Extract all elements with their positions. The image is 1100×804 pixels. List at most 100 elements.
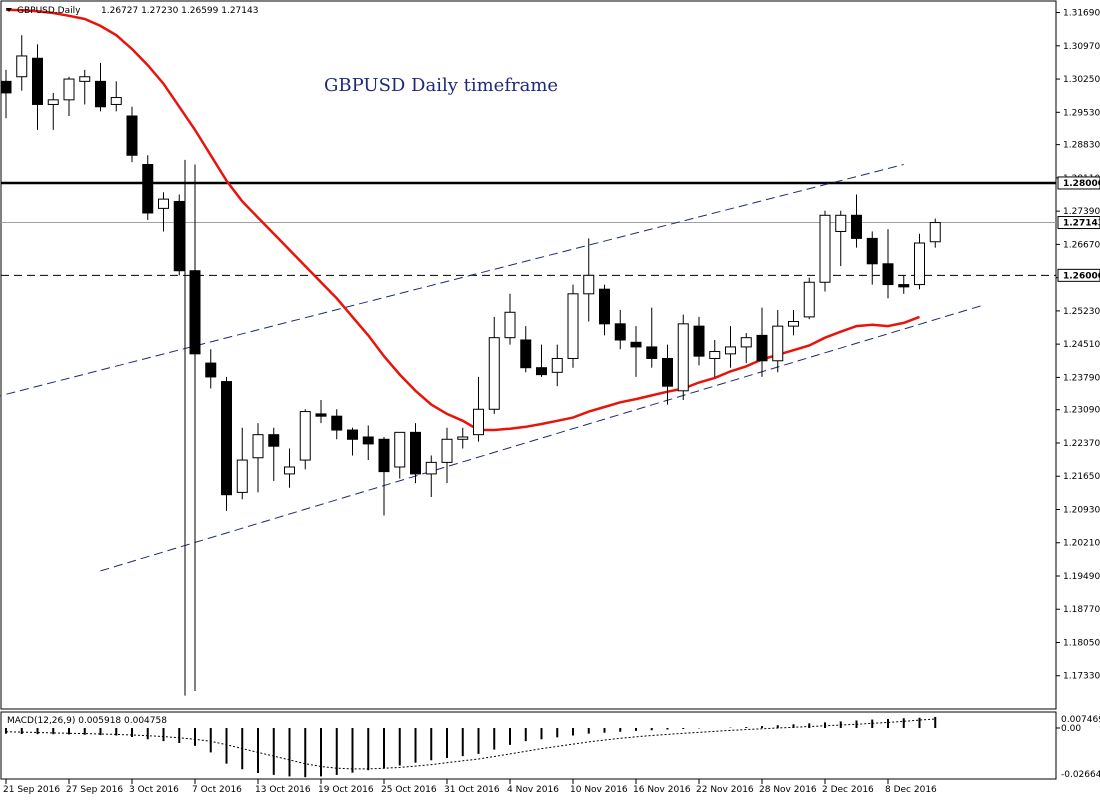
- candle-26: [410, 423, 421, 484]
- y-tick-label: 1.22370: [1063, 439, 1100, 449]
- candle-49: [772, 309, 784, 373]
- candle-13: [205, 349, 217, 389]
- candle-57: [898, 275, 910, 294]
- candle-body-bear: [662, 357, 673, 387]
- y-tick-label: 1.31690: [1063, 9, 1100, 19]
- price-label-1-26000: 1.26000: [1057, 268, 1100, 282]
- candle-body-bear: [268, 434, 280, 447]
- candle-31: [488, 316, 500, 414]
- candle-body-bull: [709, 351, 721, 359]
- candle-37: [583, 238, 595, 322]
- price-label-1-28000: 1.28000: [1057, 176, 1100, 190]
- candle-44: [693, 316, 705, 366]
- candle-body-bear: [646, 346, 658, 359]
- candle-body-bear: [630, 341, 642, 348]
- candle-6: [95, 62, 106, 112]
- candle-59: [929, 218, 941, 248]
- candle-body-bull: [236, 459, 248, 493]
- y-tick-label: 1.19490: [1063, 572, 1100, 582]
- candle-body-bear: [173, 200, 185, 272]
- candle-body-bear: [315, 413, 327, 417]
- candles: [0, 35, 941, 691]
- candle-body-bear: [331, 415, 343, 431]
- x-tick-label: 13 Oct 2016: [255, 785, 311, 795]
- candle-32: [504, 293, 516, 345]
- y-tick-label: 1.18770: [1063, 605, 1100, 615]
- candle-body-bear: [221, 381, 232, 496]
- y-tick-label: 1.20930: [1063, 505, 1100, 515]
- x-tick-label: 27 Sep 2016: [66, 785, 123, 795]
- x-tick-label: 2 Dec 2016: [822, 785, 874, 795]
- candle-body-bear: [205, 362, 217, 378]
- x-tick-label: 7 Oct 2016: [192, 785, 242, 795]
- candle-body-bull: [299, 411, 311, 461]
- candle-8: [126, 106, 138, 163]
- y-tick-label: 1.27390: [1063, 207, 1100, 217]
- candle-body-bear: [142, 163, 154, 214]
- candle-14: [221, 376, 232, 511]
- candle-body-bull: [79, 76, 91, 82]
- candle-10: [158, 192, 169, 232]
- candle-body-bull: [772, 325, 784, 362]
- candle-body-bull: [284, 466, 295, 475]
- candle-12: [189, 164, 201, 691]
- candle-body-bull: [488, 337, 500, 410]
- y-tick-label: 1.23090: [1063, 406, 1100, 416]
- candle-body-bear: [410, 431, 421, 475]
- macd-label: MACD(12,26,9) 0.005918 0.004758: [7, 716, 167, 726]
- candle-51: [803, 277, 815, 320]
- candle-40: [630, 326, 642, 377]
- candle-11: [173, 194, 185, 276]
- channel-line-1: [0, 164, 904, 397]
- candle-body-bear: [882, 263, 894, 286]
- candle-body-bear: [126, 115, 138, 156]
- chart-annotation: GBPUSD Daily timeframe: [324, 75, 558, 96]
- candle-body-bear: [378, 438, 390, 473]
- candle-body-bull: [110, 97, 122, 105]
- candle-body-bear: [756, 334, 768, 362]
- candle-body-bear: [614, 323, 626, 341]
- candle-48: [756, 307, 768, 377]
- price-label-box: [1057, 176, 1100, 190]
- x-tick-label: 16 Nov 2016: [633, 785, 691, 795]
- x-tick-label: 4 Nov 2016: [507, 785, 559, 795]
- candle-0: [0, 69, 12, 119]
- candle-20: [315, 400, 327, 424]
- y-tick-label: 1.17330: [1063, 672, 1100, 682]
- dropdown-arrow-icon[interactable]: [6, 8, 12, 12]
- candle-33: [520, 326, 532, 373]
- y-tick-label: 1.28830: [1063, 141, 1100, 151]
- price-label-text: 1.26000: [1063, 271, 1100, 281]
- candle-body-bull: [16, 55, 28, 78]
- candle-body-bull: [473, 408, 484, 436]
- candle-50: [788, 309, 799, 336]
- candle-24: [378, 436, 390, 516]
- x-tick-label: 25 Oct 2016: [381, 785, 437, 795]
- x-tick-label: 10 Nov 2016: [570, 785, 628, 795]
- candle-1: [16, 35, 28, 91]
- candle-body-bull: [158, 198, 169, 209]
- price-axis: 1.316901.309701.302501.295301.288301.281…: [1056, 9, 1100, 682]
- candle-56: [882, 229, 894, 299]
- candle-43: [677, 314, 689, 401]
- candle-16: [252, 423, 264, 493]
- candle-27: [425, 455, 437, 498]
- y-tick-label: 1.18050: [1063, 638, 1100, 648]
- candle-body-bear: [898, 284, 910, 288]
- candle-47: [740, 333, 752, 364]
- x-tick-label: 19 Oct 2016: [318, 785, 374, 795]
- candle-body-bear: [866, 237, 878, 265]
- trend-channel: [0, 164, 983, 572]
- candle-58: [914, 233, 925, 290]
- candle-body-bull: [788, 321, 799, 327]
- candle-30: [473, 376, 484, 442]
- candle-body-bull: [394, 431, 406, 468]
- candle-body-bull: [929, 222, 941, 243]
- y-tick-label: 1.21650: [1063, 472, 1100, 482]
- candle-body-bull: [47, 99, 59, 105]
- candle-body-bear: [189, 270, 201, 355]
- x-tick-label: 3 Oct 2016: [129, 785, 179, 795]
- candle-body-bull: [504, 311, 516, 339]
